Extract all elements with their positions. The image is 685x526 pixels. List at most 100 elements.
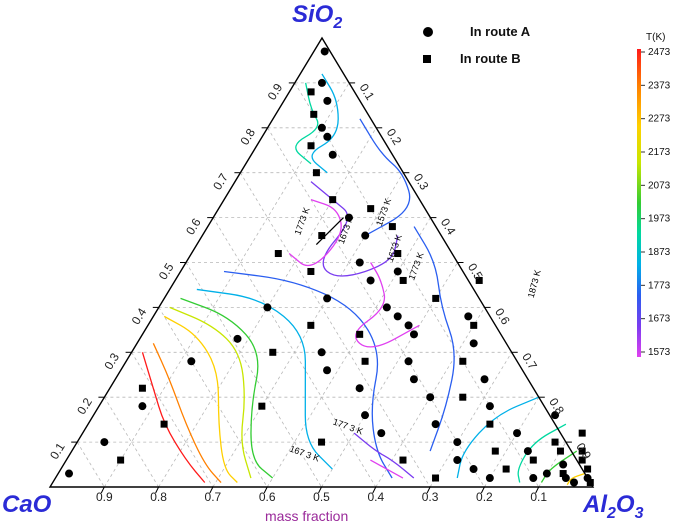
isotherm-curve	[359, 118, 411, 237]
route-b-point	[551, 438, 559, 446]
isotherm-curve	[370, 459, 404, 479]
colorbar-tick-label: 2473	[648, 47, 671, 58]
route-b-point	[584, 465, 592, 473]
route-a-point	[409, 330, 418, 339]
isotherm-curve	[355, 262, 420, 348]
colorbar: T(K) 2473 2373 2273 2173 2073 1973 1873 1773 167…	[637, 32, 671, 358]
edge-tick	[263, 486, 268, 494]
tick-label-bottom: 0.3	[422, 490, 439, 504]
colorbar-ticks: 2473 2373 2273 2173 2073 1973 1873 1773 1673 1573	[641, 47, 671, 358]
route-b-point	[399, 276, 407, 284]
colorbar-tick-label: 1573	[648, 347, 671, 358]
route-a-point	[464, 312, 473, 321]
grid-line	[212, 172, 404, 488]
route-a-point	[453, 456, 462, 465]
route-b-point	[432, 474, 440, 482]
edge-tick	[372, 486, 377, 494]
colorbar-tick-label: 2273	[648, 114, 671, 125]
route-b-point	[307, 142, 315, 150]
route-a-point	[317, 78, 326, 87]
isotherm-label: 167 3 K	[288, 444, 321, 464]
tick-label-left: 0.8	[237, 126, 258, 148]
tick-label-bottom: 0.6	[259, 490, 276, 504]
route-b-point	[310, 110, 318, 118]
edge-tick	[155, 486, 160, 494]
vertex-top-label: SiO2	[292, 1, 342, 32]
tick-label-left: 0.6	[183, 215, 204, 237]
ternary-frame	[48, 36, 595, 494]
route-b-point	[486, 420, 494, 428]
route-b-point	[502, 465, 510, 473]
route-b-point	[274, 250, 282, 258]
route-b-point	[307, 267, 315, 275]
route-b-point	[318, 232, 326, 240]
route-a-point	[323, 366, 332, 375]
edge-tick	[100, 486, 105, 494]
route-a-point	[431, 420, 440, 429]
route-a-point	[551, 411, 560, 420]
route-a-point	[377, 429, 386, 438]
route-a-point	[382, 303, 391, 312]
route-b-point	[318, 438, 326, 446]
route-a-point	[100, 438, 109, 447]
grid-line	[266, 217, 431, 488]
grid-line	[76, 441, 105, 488]
route-a-point	[187, 357, 196, 366]
route-a-point	[355, 384, 364, 393]
route-a-point	[361, 231, 370, 240]
route-a-point	[570, 478, 578, 487]
route-b-point	[399, 456, 407, 464]
tick-label-bottom: 0.2	[476, 490, 493, 504]
tick-label-bottom: 0.4	[367, 490, 384, 504]
colorbar-tick-label: 1873	[648, 247, 671, 258]
route-a-point	[393, 267, 402, 276]
colorbar-gradient	[637, 49, 641, 357]
route-a-point	[323, 96, 332, 105]
route-b-point	[470, 321, 478, 329]
route-b-point	[307, 88, 315, 96]
route-b-point	[394, 250, 402, 258]
isotherm-curve	[288, 199, 342, 267]
route-a-point	[404, 321, 413, 330]
route-b-point	[388, 223, 396, 231]
colorbar-tick-label: 2073	[648, 180, 671, 191]
route-a-point	[469, 339, 478, 348]
isotherm-curve	[517, 423, 567, 483]
route-a-point	[233, 334, 242, 343]
route-a-point	[426, 393, 435, 402]
isotherm-curve	[141, 352, 206, 483]
grid-line	[158, 307, 268, 488]
tick-label-bottom: 0.5	[313, 490, 330, 504]
route-a-point	[138, 402, 147, 411]
route-a-point	[317, 348, 326, 357]
triangle-outline	[48, 36, 595, 488]
route-a-point	[469, 465, 478, 474]
tick-label-left: 0.2	[74, 395, 95, 417]
isotherm-curve	[295, 82, 319, 165]
route-a-point	[323, 294, 332, 303]
legend-label-route-a: In route A	[470, 24, 531, 39]
route-b-point	[356, 330, 364, 338]
isotherm-curve	[315, 217, 344, 246]
isotherm-curve	[169, 306, 252, 479]
route-b-point	[491, 447, 499, 455]
edge-tick	[535, 486, 540, 494]
grid-line	[212, 217, 377, 488]
route-b-point	[329, 196, 337, 204]
route-b-point	[367, 205, 375, 213]
colorbar-tick-label: 2173	[648, 147, 671, 158]
colorbar-tick-label: 1773	[648, 280, 671, 291]
x-axis-label: mass fraction	[265, 508, 348, 524]
route-a-point	[263, 303, 272, 312]
route-b-point	[556, 447, 564, 455]
edge-tick	[318, 486, 322, 494]
route-a-point	[320, 47, 329, 56]
isotherm-curve	[353, 432, 415, 479]
route-a-point	[393, 312, 402, 321]
grid-line	[131, 352, 214, 488]
vertex-right-label: Al2O3	[582, 491, 644, 522]
tick-label-bottom: 0.1	[530, 490, 547, 504]
isotherm-curve	[311, 73, 339, 174]
